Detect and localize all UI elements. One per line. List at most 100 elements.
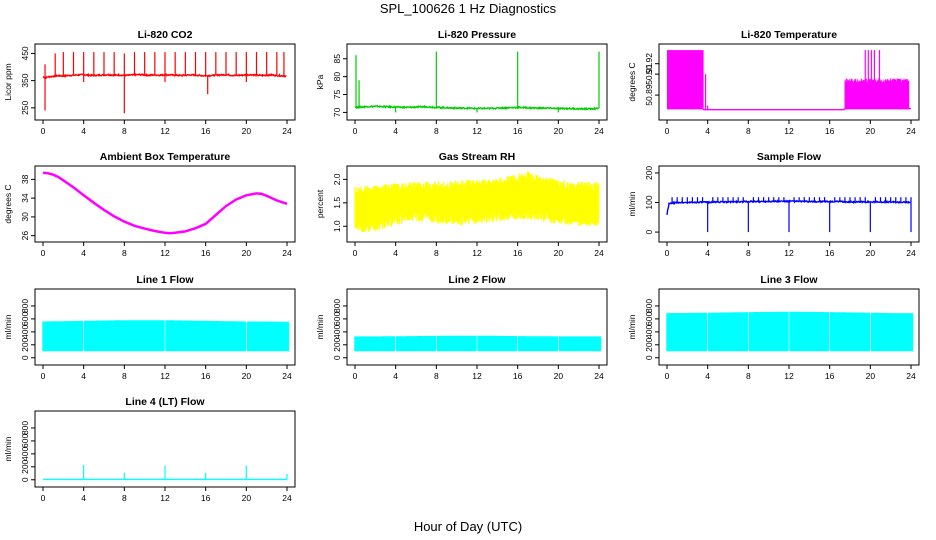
x-tick-label: 16 bbox=[513, 126, 523, 136]
y-tick-label: 80 bbox=[332, 72, 342, 82]
plot-frame bbox=[346, 288, 608, 366]
panel-title: Li-820 Temperature bbox=[741, 29, 837, 41]
x-tick-label: 16 bbox=[825, 371, 835, 381]
panel-title: Ambient Box Temperature bbox=[100, 151, 231, 163]
plot-area bbox=[43, 464, 288, 481]
panel-1: Li-820 CO2 Licor ppm 0 4 8 12 16 20 24 250 350 450 bbox=[3, 29, 296, 136]
y-tick-label: 50.89 bbox=[644, 84, 654, 106]
panel-title: Line 3 Flow bbox=[760, 274, 818, 286]
x-tick-label: 8 bbox=[122, 371, 127, 381]
y-tick-label: 600 bbox=[332, 312, 342, 326]
series-line bbox=[667, 108, 911, 111]
y-axis-label: ml/min bbox=[627, 314, 637, 339]
x-tick-label: 4 bbox=[393, 126, 398, 136]
panel-title: Line 4 (LT) Flow bbox=[125, 396, 205, 408]
x-tick-label: 8 bbox=[746, 371, 751, 381]
x-tick-label: 12 bbox=[160, 493, 170, 503]
y-tick-label: 50.91 bbox=[644, 63, 654, 85]
y-axis-label: kPa bbox=[315, 74, 325, 89]
x-tick-label: 8 bbox=[746, 126, 751, 136]
x-tick-label: 12 bbox=[472, 248, 482, 258]
y-tick-label: 38 bbox=[20, 174, 30, 184]
x-tick-label: 12 bbox=[160, 126, 170, 136]
x-tick-label: 0 bbox=[665, 248, 670, 258]
x-tick-label: 8 bbox=[122, 126, 127, 136]
y-tick-label: 600 bbox=[644, 312, 654, 326]
x-tick-label: 16 bbox=[201, 371, 211, 381]
x-tick-label: 8 bbox=[122, 493, 127, 503]
x-tick-label: 20 bbox=[866, 371, 876, 381]
y-tick-label: 100 bbox=[644, 195, 654, 209]
y-tick-label: 400 bbox=[20, 324, 30, 338]
x-tick-label: 0 bbox=[353, 248, 358, 258]
x-tick-label: 12 bbox=[472, 371, 482, 381]
x-tick-label: 0 bbox=[665, 126, 670, 136]
x-tick-label: 24 bbox=[906, 126, 916, 136]
y-tick-label: 0 bbox=[332, 355, 342, 360]
y-tick-label: 1.0 bbox=[332, 220, 342, 232]
panel-title: Li-820 Pressure bbox=[438, 29, 516, 41]
y-tick-label: 800 bbox=[20, 299, 30, 313]
y-tick-label: 200 bbox=[20, 459, 30, 473]
band-hatch bbox=[844, 78, 910, 109]
series-area bbox=[42, 320, 290, 352]
panel-2: Li-820 Pressure kPa 0 4 8 12 16 20 24 70 75 80 85 bbox=[315, 29, 608, 136]
x-tick-label: 4 bbox=[705, 248, 710, 258]
x-tick-label: 20 bbox=[866, 126, 876, 136]
y-tick-label: 400 bbox=[644, 324, 654, 338]
y-tick-label: 400 bbox=[332, 324, 342, 338]
x-tick-label: 16 bbox=[513, 248, 523, 258]
x-tick-label: 16 bbox=[825, 126, 835, 136]
x-tick-label: 24 bbox=[282, 248, 292, 258]
x-tick-label: 12 bbox=[784, 371, 794, 381]
series-line bbox=[42, 171, 288, 235]
y-tick-label: 1.5 bbox=[332, 197, 342, 209]
x-tick-label: 12 bbox=[160, 248, 170, 258]
x-tick-label: 24 bbox=[282, 493, 292, 503]
x-tick-label: 4 bbox=[81, 248, 86, 258]
x-tick-label: 4 bbox=[81, 371, 86, 381]
x-tick-label: 24 bbox=[282, 126, 292, 136]
plot-area bbox=[354, 171, 600, 232]
panel-7: Line 1 Flow ml/min 0 4 8 12 16 20 24 0 20040060080… bbox=[3, 274, 296, 381]
x-tick-label: 20 bbox=[242, 248, 252, 258]
y-tick-label: 50.92 bbox=[644, 53, 654, 75]
x-tick-label: 4 bbox=[705, 126, 710, 136]
panel-title: Gas Stream RH bbox=[439, 151, 515, 163]
series-area bbox=[354, 335, 602, 352]
plot-area bbox=[666, 197, 912, 233]
x-tick-label: 20 bbox=[242, 371, 252, 381]
plot-area bbox=[666, 311, 914, 352]
x-tick-label: 24 bbox=[594, 126, 604, 136]
y-tick-label: 26 bbox=[20, 231, 30, 241]
plot-area bbox=[42, 52, 287, 114]
y-tick-label: 200 bbox=[332, 337, 342, 351]
y-tick-label: 75 bbox=[332, 90, 342, 100]
x-tick-label: 16 bbox=[201, 248, 211, 258]
x-tick-label: 12 bbox=[784, 126, 794, 136]
x-tick-label: 4 bbox=[81, 493, 86, 503]
panel-9: Line 3 Flow ml/min 0 4 8 12 16 20 24 0 20040060080… bbox=[627, 274, 920, 381]
x-tick-label: 4 bbox=[393, 371, 398, 381]
y-tick-label: 200 bbox=[644, 337, 654, 351]
y-tick-label: 0 bbox=[644, 355, 654, 360]
figure-xlabel: Hour of Day (UTC) bbox=[414, 519, 522, 534]
x-tick-label: 0 bbox=[353, 126, 358, 136]
x-tick-label: 20 bbox=[242, 493, 252, 503]
panel-4: Ambient Box Temperature degrees C 0 4 8 12 16 2… bbox=[3, 151, 296, 258]
y-tick-label: 450 bbox=[20, 46, 30, 60]
panel-title: Line 1 Flow bbox=[136, 274, 194, 286]
x-tick-label: 24 bbox=[282, 371, 292, 381]
x-tick-label: 0 bbox=[41, 493, 46, 503]
x-tick-label: 24 bbox=[594, 371, 604, 381]
series-area bbox=[666, 311, 914, 352]
y-tick-label: 800 bbox=[332, 299, 342, 313]
y-axis-label: percent bbox=[315, 189, 325, 218]
y-tick-label: 200 bbox=[644, 166, 654, 180]
x-tick-label: 8 bbox=[122, 248, 127, 258]
plot-area bbox=[354, 51, 600, 113]
y-axis-label: ml/min bbox=[315, 314, 325, 339]
y-axis-label: ml/min bbox=[3, 314, 13, 339]
y-axis-label: Licor ppm bbox=[3, 63, 13, 100]
panel-8: Line 2 Flow ml/min 0 4 8 12 16 20 24 0 20040060080… bbox=[315, 274, 608, 381]
